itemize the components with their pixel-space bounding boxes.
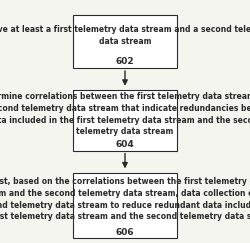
Text: 606: 606 <box>116 227 134 237</box>
Text: Determine correlations between the first telemetry data stream and
the second te: Determine correlations between the first… <box>0 92 250 136</box>
Text: Adjust, based on the correlations between the first telemetry data
stream and th: Adjust, based on the correlations betwee… <box>0 177 250 221</box>
Text: 604: 604 <box>116 140 134 149</box>
FancyBboxPatch shape <box>73 173 177 238</box>
FancyBboxPatch shape <box>73 15 177 68</box>
FancyBboxPatch shape <box>73 90 177 151</box>
Text: 602: 602 <box>116 57 134 67</box>
Text: Receive at least a first telemetry data stream and a second telemetry
data strea: Receive at least a first telemetry data … <box>0 25 250 46</box>
